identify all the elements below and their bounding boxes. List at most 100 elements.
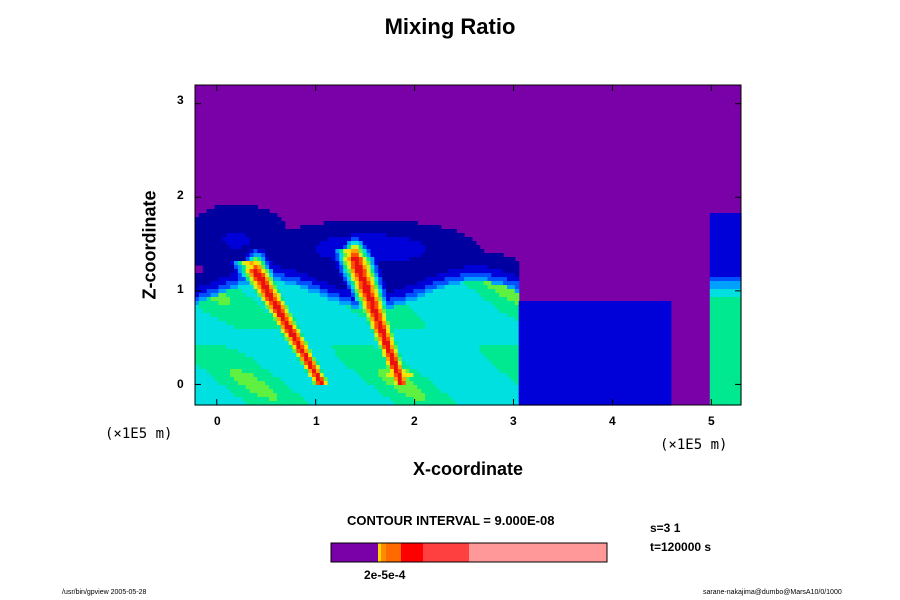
contour-cell [358, 377, 364, 382]
contour-cell [452, 249, 457, 254]
contour-cell [288, 401, 294, 406]
contour-cell [417, 337, 422, 342]
contour-cell [429, 293, 434, 298]
contour-cell [401, 261, 407, 266]
contour-cell [721, 233, 726, 238]
contour-cell [436, 253, 442, 258]
contour-cell [202, 373, 208, 378]
contour-cell [546, 361, 551, 366]
contour-cell [308, 225, 313, 230]
contour-cell [612, 333, 617, 338]
contour-cell [280, 353, 286, 358]
contour-cell [241, 313, 247, 318]
contour-cell [226, 357, 231, 362]
contour-cell [421, 381, 426, 386]
contour-cell [292, 381, 297, 386]
contour-cell [522, 397, 528, 402]
contour-cell [666, 321, 672, 326]
contour-cell [432, 269, 438, 274]
contour-cell [600, 341, 606, 346]
contour-cell [468, 325, 473, 330]
contour-cell [557, 389, 563, 394]
contour-cell [331, 373, 336, 378]
contour-cell [507, 325, 512, 330]
contour-cell [265, 273, 270, 278]
contour-cell [331, 297, 336, 302]
contour-cell [448, 373, 453, 378]
contour-cell [222, 353, 227, 358]
contour-cell [612, 321, 617, 326]
contour-cell [292, 365, 297, 370]
contour-cell [581, 337, 586, 342]
contour-cell [709, 393, 715, 398]
contour-cell [479, 265, 485, 270]
contour-cell [460, 329, 465, 334]
contour-cell [538, 393, 543, 398]
contour-cell [226, 325, 231, 330]
contour-cell [195, 281, 200, 286]
contour-cell [432, 233, 438, 238]
contour-cell [331, 397, 336, 402]
contour-cell [604, 393, 609, 398]
contour-cell [588, 381, 594, 386]
contour-cell [569, 381, 574, 386]
contour-cell [195, 221, 200, 226]
contour-cell [413, 249, 418, 254]
contour-cell [241, 253, 247, 258]
contour-cell [460, 365, 465, 370]
contour-cell [261, 389, 266, 394]
contour-cell [651, 345, 656, 350]
contour-cell [210, 389, 216, 394]
contour-cell [717, 369, 723, 374]
contour-cell [663, 401, 668, 406]
contour-cell [362, 377, 368, 382]
contour-cell [479, 373, 485, 378]
contour-cell [440, 301, 446, 306]
contour-cell [386, 305, 391, 310]
contour-cell [292, 377, 297, 382]
contour-cell [319, 297, 325, 302]
contour-cell [655, 385, 660, 390]
contour-cell [339, 245, 344, 250]
contour-cell [585, 389, 590, 394]
contour-cell [421, 301, 426, 306]
contour-cell [198, 369, 204, 374]
contour-cell [479, 317, 485, 322]
contour-cell [327, 245, 333, 250]
contour-cell [284, 341, 290, 346]
contour-cell [393, 385, 399, 390]
contour-cell [600, 333, 606, 338]
contour-cell [561, 349, 567, 354]
contour-cell [261, 305, 266, 310]
contour-cell [315, 313, 321, 318]
contour-cell [557, 385, 563, 390]
contour-cell [471, 313, 477, 318]
contour-cell [596, 353, 602, 358]
contour-cell [709, 253, 715, 258]
contour-cell [721, 393, 726, 398]
contour-cell [354, 401, 360, 406]
contour-cell [308, 365, 313, 370]
contour-cell [616, 361, 621, 366]
contour-cell [269, 221, 274, 226]
contour-cell [249, 229, 255, 234]
contour-cell [464, 245, 469, 250]
contour-cell [468, 385, 473, 390]
contour-cell [393, 273, 399, 278]
contour-cell [354, 361, 360, 366]
contour-cell [335, 281, 340, 286]
contour-cell [323, 341, 329, 346]
contour-cell [643, 349, 648, 354]
contour-cell [534, 353, 539, 358]
contour-cell [405, 389, 411, 394]
contour-cell [491, 361, 496, 366]
contour-cell [210, 249, 216, 254]
contour-cell [276, 385, 282, 390]
contour-cell [269, 317, 274, 322]
contour-cell [253, 225, 258, 230]
contour-cell [327, 265, 333, 270]
contour-cell [436, 377, 442, 382]
contour-cell [546, 349, 551, 354]
contour-cell [300, 309, 305, 314]
contour-cell [561, 317, 567, 322]
